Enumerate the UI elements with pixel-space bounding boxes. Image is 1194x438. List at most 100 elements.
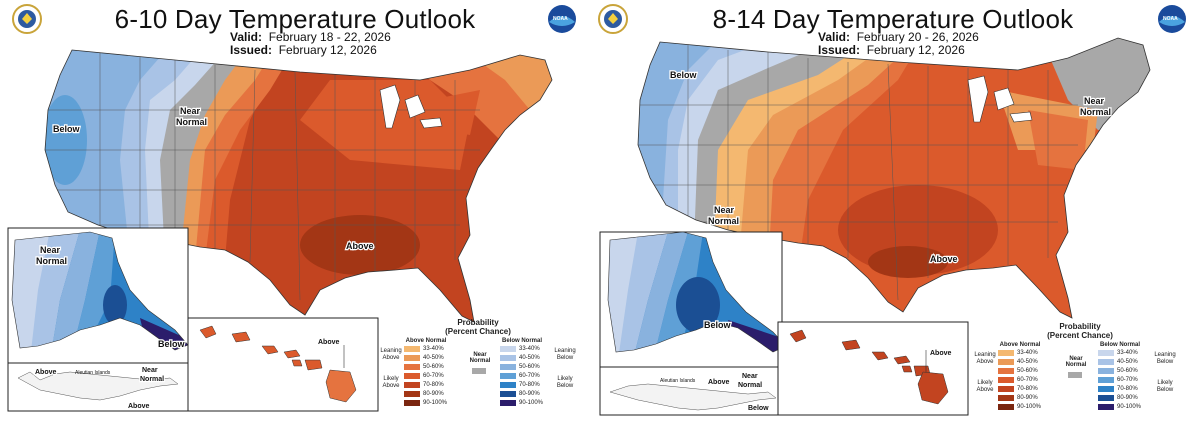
legend-title: Probability (Percent Chance): [1047, 322, 1113, 340]
below-range-label-1: 40-50%: [519, 355, 540, 361]
aleut-label-above: Above: [708, 379, 730, 386]
below-swatch-3: [1098, 377, 1114, 383]
noaa-logo: NOAA: [1158, 5, 1186, 33]
ak-label-near-2: Normal: [36, 256, 67, 266]
below-swatch-0: [500, 346, 516, 352]
commerce-seal-logo: [598, 4, 628, 34]
leaning-below-label: Leaning Below: [1154, 352, 1176, 365]
near-normal-label: Near Normal: [1065, 356, 1087, 368]
issued-date: Issued: February 12, 2026: [818, 43, 965, 57]
below-range-label-3: 60-70%: [1117, 377, 1138, 383]
above-range-label-4: 70-80%: [423, 382, 444, 388]
label-below: Below: [53, 124, 81, 134]
above-swatch-5: [404, 391, 420, 397]
ak-label-below: Below: [704, 320, 732, 330]
above-range-label-5: 80-90%: [423, 391, 444, 397]
us-temperature-map: Below Near Normal Near Normal Above Belo…: [598, 4, 1186, 416]
svg-text:NOAA: NOAA: [553, 16, 568, 22]
probability-legend: Probability (Percent Chance) Above Normal…: [380, 318, 580, 418]
below-swatch-5: [1098, 395, 1114, 401]
near-normal-swatch: [1068, 372, 1082, 378]
likely-below-label: Likely Below: [1156, 380, 1174, 393]
below-range-label-0: 33-40%: [519, 346, 540, 352]
legend-title: Probability (Percent Chance): [445, 318, 511, 336]
outlook-panel-6-10: Below Near Normal Above Near Normal Belo…: [0, 0, 590, 438]
leaning-below-label: Leaning Below: [554, 348, 576, 361]
above-swatch-0: [404, 346, 420, 352]
state-borders: [45, 50, 480, 301]
label-near-ne-2: Normal: [1080, 107, 1111, 117]
panel-title: 8-14 Day Temperature Outlook: [712, 4, 1074, 34]
label-above: Above: [346, 241, 374, 251]
label-near-2: Normal: [708, 216, 739, 226]
above-range-label-3: 60-70%: [423, 373, 444, 379]
above-range-label-6: 90-100%: [423, 400, 448, 406]
above-swatch-5: [998, 395, 1014, 401]
valid-dates: Valid: February 18 - 22, 2026: [230, 30, 391, 44]
hi-label-above: Above: [318, 339, 340, 346]
outlook-panel-8-14: Below Near Normal Near Normal Above Belo…: [598, 0, 1188, 438]
above-swatch-2: [998, 368, 1014, 374]
near-normal-label: Near Normal: [469, 352, 491, 364]
above-swatch-2: [404, 364, 420, 370]
below-swatch-6: [500, 400, 516, 406]
below-swatch-6: [1098, 404, 1114, 410]
below-range-label-2: 50-60%: [1117, 368, 1138, 374]
below-range-label-5: 80-90%: [1117, 395, 1138, 401]
above-swatch-6: [998, 404, 1014, 410]
aleut-label-near-1: Near: [142, 367, 158, 374]
label-near-ne-1: Near: [1084, 96, 1105, 106]
great-lakes: [379, 84, 443, 129]
aleut-label-above: Above: [35, 369, 57, 376]
below-range-label-1: 40-50%: [1117, 359, 1138, 365]
below-normal-header: Below Normal: [1099, 342, 1140, 348]
above-range-label-0: 33-40%: [1017, 350, 1038, 356]
label-above: Above: [930, 254, 958, 264]
aleut-label-below: Below: [748, 405, 769, 412]
above-swatch-0: [998, 350, 1014, 356]
above-normal-header: Above Normal: [405, 338, 447, 344]
leaning-above-label: Leaning Above: [380, 348, 402, 361]
near-normal-swatch: [472, 368, 486, 374]
above-range-label-6: 90-100%: [1017, 404, 1042, 410]
hawaii-islands: [199, 325, 357, 403]
below-swatch-1: [500, 355, 516, 361]
above-range-label-4: 70-80%: [1017, 386, 1038, 392]
above-range-label-1: 40-50%: [423, 355, 444, 361]
aleutian-title: Aleutian Islands: [75, 370, 111, 376]
below-range-label-4: 70-80%: [519, 382, 540, 388]
above-range-label-1: 40-50%: [1017, 359, 1038, 365]
ak-label-near-1: Near: [40, 245, 61, 255]
label-below: Below: [670, 70, 698, 80]
below-swatch-2: [1098, 368, 1114, 374]
above-range-label-2: 50-60%: [1017, 368, 1038, 374]
above-range-label-3: 60-70%: [1017, 377, 1038, 383]
commerce-seal-logo: [12, 4, 42, 34]
likely-above-label: Likely Above: [976, 380, 994, 393]
below-range-label-0: 33-40%: [1117, 350, 1138, 356]
below-range-label-2: 50-60%: [519, 364, 540, 370]
probability-legend: Probability (Percent Chance) Above Normal…: [974, 322, 1184, 422]
label-near-1: Near: [714, 205, 735, 215]
issued-date: Issued: February 12, 2026: [230, 43, 377, 57]
panel-title: 6-10 Day Temperature Outlook: [114, 4, 476, 34]
aleut-label-near-2: Normal: [140, 376, 164, 383]
below-swatch-3: [500, 373, 516, 379]
label-near-2: Normal: [176, 117, 207, 127]
above-swatch-1: [998, 359, 1014, 365]
above-range-label-0: 33-40%: [423, 346, 444, 352]
hi-label-above: Above: [930, 350, 952, 357]
aleutian-title: Aleutian Islands: [660, 378, 696, 384]
conus-shading: [45, 50, 552, 322]
above-swatch-4: [404, 382, 420, 388]
below-swatch-2: [500, 364, 516, 370]
above-swatch-4: [998, 386, 1014, 392]
aleut-label-above-2: Above: [128, 403, 150, 410]
above-range-label-2: 50-60%: [423, 364, 444, 370]
below-swatch-1: [1098, 359, 1114, 365]
likely-below-label: Likely Below: [556, 376, 574, 389]
leaning-above-label: Leaning Above: [974, 352, 996, 365]
svg-text:NOAA: NOAA: [1163, 16, 1178, 22]
aleut-label-near-1: Near: [742, 373, 758, 380]
above-range-label-5: 80-90%: [1017, 395, 1038, 401]
